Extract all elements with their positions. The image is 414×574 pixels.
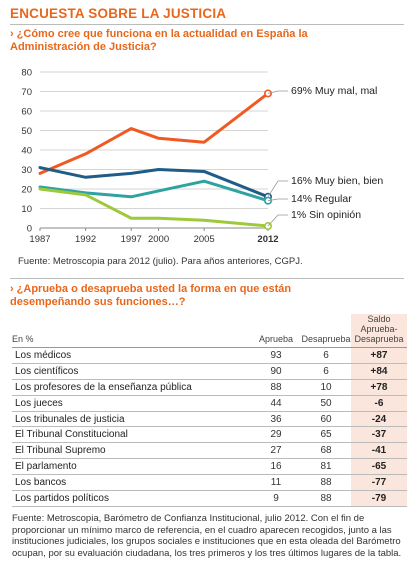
row-saldo: +78 [351, 379, 407, 396]
question-2-text: ¿Aprueba o desaprueba usted la forma en … [10, 283, 292, 308]
header-aprueba: Aprueba [251, 314, 301, 348]
row-aprueba: 16 [251, 458, 301, 476]
row-saldo: -79 [351, 490, 407, 507]
title-divider [10, 24, 404, 25]
x-tick-label: 2000 [148, 234, 169, 245]
row-label: El Tribunal Constitucional [12, 426, 251, 444]
series-label: 16% Muy bien, bien [291, 175, 383, 187]
row-desaprueba: 6 [301, 347, 351, 364]
row-desaprueba: 60 [301, 411, 351, 428]
row-saldo: -24 [351, 411, 407, 428]
row-aprueba: 44 [251, 395, 301, 412]
row-aprueba: 27 [251, 442, 301, 460]
row-aprueba: 29 [251, 426, 301, 444]
row-aprueba: 36 [251, 411, 301, 428]
table-row: El Tribunal Constitucional 29 65 -37 [12, 426, 407, 444]
header-desaprueba: Desaprueba [301, 314, 351, 348]
table-row: Los tribunales de justicia 36 60 -24 [12, 411, 407, 428]
row-saldo: +87 [351, 347, 407, 364]
table-row: Los bancos 11 88 -77 [12, 474, 407, 492]
row-desaprueba: 88 [301, 474, 351, 492]
caret-icon: › [10, 28, 14, 40]
x-tick-label: 2012 [257, 234, 278, 245]
row-saldo: +84 [351, 363, 407, 380]
table-row: El Tribunal Supremo 27 68 -41 [12, 442, 407, 460]
row-desaprueba: 65 [301, 426, 351, 444]
question-2: › ¿Aprueba o desaprueba usted la forma en… [10, 283, 310, 308]
row-desaprueba: 6 [301, 363, 351, 380]
row-aprueba: 11 [251, 474, 301, 492]
row-label: El parlamento [12, 458, 251, 476]
table-row: Los partidos políticos 9 88 -79 [12, 490, 407, 507]
series-label: 1% Sin opinión [291, 209, 361, 221]
row-desaprueba: 81 [301, 458, 351, 476]
row-desaprueba: 50 [301, 395, 351, 412]
row-label: Los médicos [12, 347, 251, 364]
row-desaprueba: 88 [301, 490, 351, 507]
y-tick-label: 50 [21, 126, 32, 137]
footnote: Fuente: Metroscopia, Barómetro de Confia… [12, 513, 402, 559]
row-saldo: -77 [351, 474, 407, 492]
x-tick-label: 1997 [121, 234, 142, 245]
series-line [38, 187, 270, 228]
y-tick-label: 30 [21, 165, 32, 176]
series-label: 69% Muy mal, mal [291, 85, 377, 97]
y-tick-label: 80 [21, 68, 32, 79]
row-label: Los partidos políticos [12, 490, 251, 507]
row-saldo: -37 [351, 426, 407, 444]
table-header-row: En % Aprueba Desaprueba Saldo Aprueba-De… [12, 314, 407, 348]
line-chart: 0 10 20 30 40 50 60 70 80 1987 1992 1997 2000 2005 201… [21, 68, 383, 246]
row-label: Los tribunales de justicia [12, 411, 251, 428]
series-line [38, 166, 270, 199]
leader-line [267, 214, 288, 227]
row-aprueba: 90 [251, 363, 301, 380]
page-title: ENCUESTA SOBRE LA JUSTICIA [10, 6, 227, 21]
row-label: Los jueces [12, 395, 251, 412]
series-label: 14% Regular [291, 193, 352, 205]
leader-line [267, 198, 288, 202]
section-divider [10, 278, 404, 279]
y-tick-label: 0 [27, 224, 32, 235]
row-aprueba: 88 [251, 379, 301, 396]
x-tick-label: 1987 [29, 234, 50, 245]
row-aprueba: 93 [251, 347, 301, 364]
row-label: Los científicos [12, 363, 251, 380]
question-1-text: ¿Cómo cree que funciona en la actualidad… [10, 28, 308, 53]
y-tick-label: 10 [21, 204, 32, 215]
table-row: Los jueces 44 50 -6 [12, 395, 407, 412]
question-1: › ¿Cómo cree que funciona en la actualida… [10, 28, 310, 53]
caret-icon: › [10, 283, 14, 295]
table-row: Los médicos 93 6 +87 [12, 347, 407, 364]
row-desaprueba: 10 [301, 379, 351, 396]
row-label: El Tribunal Supremo [12, 442, 251, 460]
row-label: Los bancos [12, 474, 251, 492]
row-saldo: -6 [351, 395, 407, 412]
approval-table: En % Aprueba Desaprueba Saldo Aprueba-De… [12, 314, 407, 507]
y-tick-label: 20 [21, 185, 32, 196]
y-tick-label: 60 [21, 107, 32, 118]
x-tick-label: 2005 [194, 234, 215, 245]
row-saldo: -65 [351, 458, 407, 476]
row-saldo: -41 [351, 442, 407, 460]
x-tick-label: 1992 [75, 234, 96, 245]
table-row: El parlamento 16 81 -65 [12, 458, 407, 476]
row-label: Los profesores de la enseñanza pública [12, 379, 251, 396]
series-line [38, 91, 270, 175]
row-desaprueba: 68 [301, 442, 351, 460]
row-aprueba: 9 [251, 490, 301, 507]
table-row: Los profesores de la enseñanza pública 88… [12, 379, 407, 396]
table-row: Los científicos 90 6 +84 [12, 363, 407, 380]
leader-line [267, 180, 288, 198]
chart-source: Fuente: Metroscopia para 2012 (julio). P… [18, 256, 303, 267]
series-line [38, 179, 270, 203]
y-tick-label: 40 [21, 146, 32, 157]
header-label: En % [12, 314, 251, 348]
y-tick-label: 70 [21, 87, 32, 98]
header-saldo: Saldo Aprueba-Desaprueba [351, 314, 407, 348]
leader-line [267, 90, 288, 94]
